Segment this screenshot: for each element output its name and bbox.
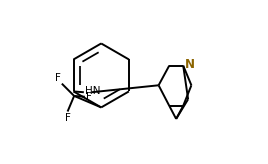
Text: N: N	[185, 58, 195, 71]
Text: F: F	[86, 92, 92, 102]
Text: HN: HN	[85, 86, 100, 96]
Text: F: F	[65, 113, 70, 123]
Text: F: F	[55, 73, 61, 83]
